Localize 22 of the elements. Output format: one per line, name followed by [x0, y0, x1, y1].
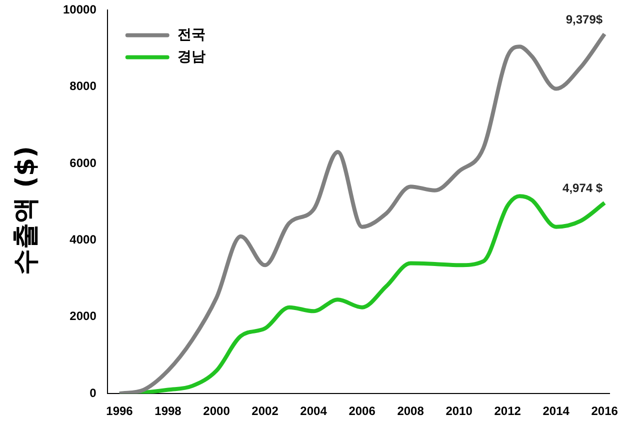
x-tick-label: 1998 — [154, 404, 182, 418]
legend-label: 전국 — [177, 26, 206, 43]
y-tick-label: 2000 — [70, 309, 97, 324]
x-tick-label: 2002 — [252, 404, 279, 418]
x-tick-label: 2006 — [348, 404, 376, 418]
annotation: 9,379$ — [566, 12, 603, 26]
y-axis-title: 수출액 ($) — [10, 146, 42, 274]
legend-label: 경남 — [177, 48, 206, 65]
x-tick-label: 2010 — [446, 404, 473, 418]
y-tick-label: 6000 — [70, 156, 97, 170]
x-tick-label: 2000 — [203, 404, 230, 418]
y-tick-label: 4000 — [70, 232, 97, 247]
x-tick-label: 2014 — [542, 404, 570, 418]
x-tick-label: 2008 — [397, 404, 424, 418]
y-tick-label: 8000 — [70, 79, 97, 94]
y-tick-label: 10000 — [62, 2, 97, 17]
x-tick-label: 2004 — [300, 404, 328, 418]
y-tick-label: 0 — [90, 386, 97, 400]
x-tick-label: 1996 — [106, 404, 134, 418]
x-tick-label: 2016 — [591, 404, 618, 418]
x-tick-label: 2012 — [494, 404, 522, 418]
annotation: 4,974 $ — [562, 181, 603, 196]
